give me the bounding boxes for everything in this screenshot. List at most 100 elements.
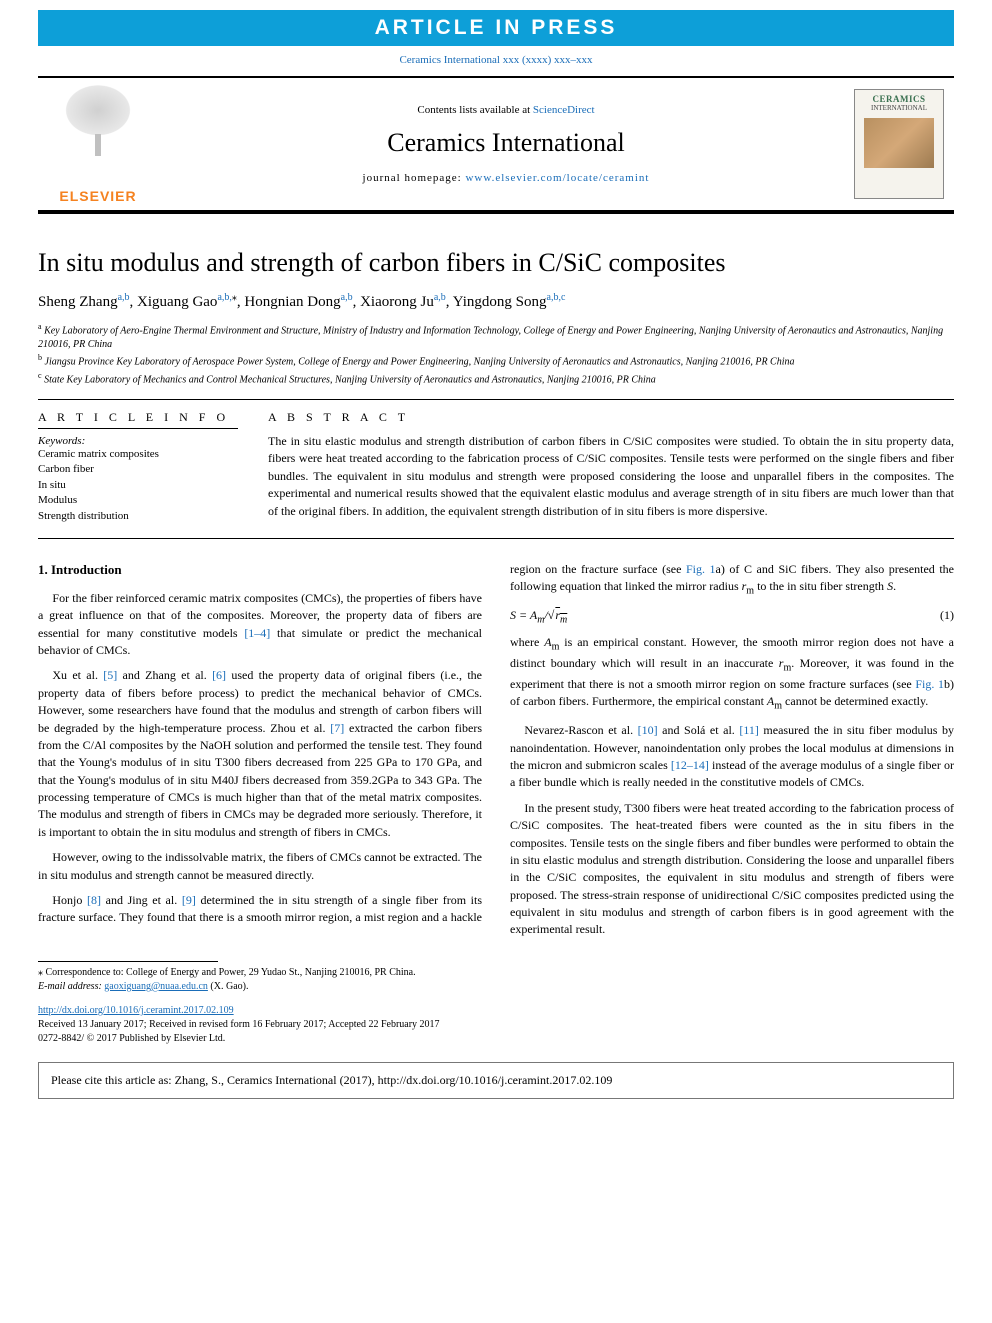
author-name: Xiguang Gao [137, 294, 217, 310]
sciencedirect-link[interactable]: ScienceDirect [533, 104, 595, 116]
contents-available-line: Contents lists available at ScienceDirec… [158, 104, 854, 116]
math-text: /√ [544, 608, 554, 622]
keywords-list: Ceramic matrix composites Carbon fiber I… [38, 447, 238, 524]
divider [38, 399, 954, 400]
affil-text: State Key Laboratory of Mechanics and Co… [44, 374, 656, 385]
author-affil-sup: a,b [341, 292, 353, 303]
citation-link[interactable]: [6] [212, 668, 226, 682]
keyword: Modulus [38, 493, 238, 508]
citation-link[interactable]: [12–14] [671, 758, 709, 772]
divider [38, 538, 954, 539]
author-name: Yingdong Song [453, 294, 547, 310]
text-run: extracted the carbon fibers from the C/A… [38, 721, 482, 839]
affiliations-block: a Key Laboratory of Aero-Engine Thermal … [38, 321, 954, 387]
journal-header: ELSEVIER Contents lists available at Sci… [38, 76, 954, 214]
affil-sup: c [38, 371, 42, 380]
info-abstract-row: A R T I C L E I N F O Keywords: Ceramic … [38, 410, 954, 524]
citation-link[interactable]: [9] [182, 893, 196, 907]
divider [38, 428, 238, 429]
text-run: Honjo [52, 893, 87, 907]
author-affil-sup: a,b, [217, 292, 231, 303]
cite-this-article-box: Please cite this article as: Zhang, S., … [38, 1062, 954, 1099]
cover-subtitle: INTERNATIONAL [857, 104, 941, 112]
keyword: In situ [38, 478, 238, 493]
doi-link[interactable]: http://dx.doi.org/10.1016/j.ceramint.201… [38, 1005, 234, 1016]
body-two-column: 1. Introduction For the fiber reinforced… [38, 561, 954, 939]
author: Xiaorong Jua,b [360, 294, 446, 310]
email-label: E-mail address: [38, 981, 104, 992]
author: Hongnian Donga,b [244, 294, 352, 310]
text-run: Nevarez-Rascon et al. [524, 723, 637, 737]
citation-link[interactable]: [11] [739, 723, 759, 737]
math-text: S = A [510, 608, 537, 622]
page-footer: ⁎ Correspondence to: College of Energy a… [38, 961, 954, 1046]
corresponding-email-link[interactable]: gaoxiguang@nuaa.edu.cn [104, 981, 208, 992]
author: Xiguang Gaoa,b,⁎ [137, 294, 237, 310]
author-name: Xiaorong Ju [360, 294, 434, 310]
citation-link[interactable]: [10] [638, 723, 658, 737]
paragraph: For the fiber reinforced ceramic matrix … [38, 590, 482, 660]
correspondence-line: ⁎ Correspondence to: College of Energy a… [38, 966, 954, 980]
author: Yingdong Songa,b,c [453, 294, 566, 310]
affil-sup: b [38, 353, 42, 362]
copyright-line: 0272-8842/ © 2017 Published by Elsevier … [38, 1032, 954, 1046]
divider [38, 961, 218, 962]
keyword: Carbon fiber [38, 462, 238, 477]
received-dates: Received 13 January 2017; Received in re… [38, 1018, 954, 1032]
journal-reference-line: Ceramics International xxx (xxxx) xxx–xx… [0, 54, 992, 66]
paragraph: However, owing to the indissolvable matr… [38, 849, 482, 884]
keyword: Ceramic matrix composites [38, 447, 238, 462]
affil-text: Jiangsu Province Key Laboratory of Aeros… [45, 357, 795, 368]
citation-link[interactable]: [7] [330, 721, 344, 735]
journal-homepage-link[interactable]: www.elsevier.com/locate/ceramint [465, 172, 649, 184]
affil-text: Key Laboratory of Aero-Engine Thermal En… [38, 325, 943, 350]
author: Sheng Zhanga,b [38, 294, 130, 310]
text-run: and Jing et al. [101, 893, 182, 907]
math-sub: m [774, 701, 782, 712]
text-run: and Solá et al. [658, 723, 740, 737]
keyword: Strength distribution [38, 509, 238, 524]
text-run: cannot be determined exactly. [782, 694, 928, 708]
math-var: A [544, 635, 551, 649]
authors-line: Sheng Zhanga,b, Xiguang Gaoa,b,⁎, Hongni… [38, 292, 954, 311]
article-info-heading: A R T I C L E I N F O [38, 410, 238, 425]
in-press-banner: ARTICLE IN PRESS [38, 10, 954, 46]
text-run: . [893, 579, 896, 593]
figure-link[interactable]: Fig. 1 [686, 562, 716, 576]
elsevier-tree-icon [48, 84, 148, 184]
cover-title: CERAMICS [857, 94, 941, 104]
equation-number: (1) [940, 607, 954, 628]
text-run: where [510, 635, 544, 649]
citation-link[interactable]: [1–4] [244, 626, 270, 640]
homepage-prefix: journal homepage: [363, 172, 466, 184]
citation-link[interactable]: [5] [103, 668, 117, 682]
elsevier-wordmark: ELSEVIER [38, 188, 158, 204]
author-affil-sup: a,b [434, 292, 446, 303]
keywords-label: Keywords: [38, 435, 238, 447]
cover-image-icon [864, 118, 934, 168]
abstract-heading: A B S T R A C T [268, 410, 954, 425]
math-sub: m [560, 615, 567, 626]
paragraph: Xu et al. [5] and Zhang et al. [6] used … [38, 667, 482, 841]
affil-sup: a [38, 322, 42, 331]
citation-link[interactable]: [8] [87, 893, 101, 907]
abstract-col: A B S T R A C T The in situ elastic modu… [268, 410, 954, 524]
figure-link[interactable]: Fig. 1 [915, 677, 944, 691]
journal-homepage-line: journal homepage: www.elsevier.com/locat… [158, 172, 854, 184]
email-line: E-mail address: gaoxiguang@nuaa.edu.cn (… [38, 980, 954, 994]
author-affil-sup: a,b [118, 292, 130, 303]
text-run: Correspondence to: College of Energy and… [43, 967, 416, 978]
header-center: Contents lists available at ScienceDirec… [158, 104, 854, 184]
publisher-logo-block: ELSEVIER [38, 84, 158, 204]
text-run: (X. Gao). [208, 981, 249, 992]
affiliation: b Jiangsu Province Key Laboratory of Aer… [38, 352, 954, 369]
author-affil-sup: a,b,c [547, 292, 566, 303]
journal-cover-thumb: CERAMICS INTERNATIONAL [854, 89, 954, 199]
math-sub: m [746, 586, 754, 597]
paragraph: Nevarez-Rascon et al. [10] and Solá et a… [510, 722, 954, 792]
paragraph: where Am is an empirical constant. Howev… [510, 634, 954, 714]
affiliation: c State Key Laboratory of Mechanics and … [38, 370, 954, 387]
equation: S = Am/√rm (1) [510, 607, 954, 628]
article-info-col: A R T I C L E I N F O Keywords: Ceramic … [38, 410, 238, 524]
contents-prefix: Contents lists available at [417, 104, 532, 116]
